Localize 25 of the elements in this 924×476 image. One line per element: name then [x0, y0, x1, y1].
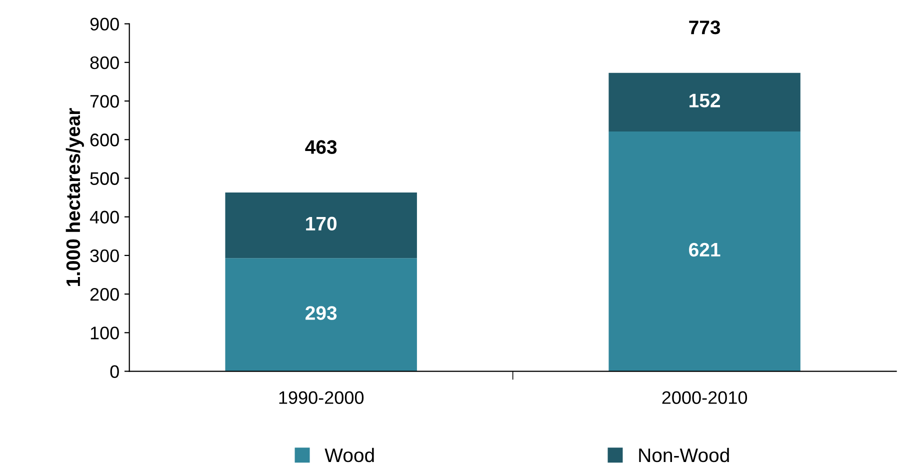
y-tick-label: 100 — [90, 326, 119, 340]
data-label: 293 — [306, 306, 337, 320]
legend-label: Wood — [324, 448, 374, 462]
bar — [225, 192, 417, 258]
bar — [608, 72, 800, 132]
x-tick-label: 1990-2000 — [279, 391, 364, 404]
bar — [225, 258, 417, 372]
y-tick-label: 300 — [90, 249, 119, 262]
y-tick-label: 900 — [90, 18, 119, 31]
y-tick-label: 500 — [90, 172, 119, 185]
x-tick-label: 2000-2010 — [662, 391, 748, 404]
y-tick-label: 400 — [90, 210, 119, 224]
data-label: 152 — [690, 94, 720, 108]
y-tick-label: 700 — [90, 94, 119, 108]
data-label: 621 — [689, 242, 720, 257]
y-tick-label: 800 — [90, 56, 119, 70]
y-axis-title: 1.000 hectares/year — [66, 108, 84, 286]
bar — [608, 132, 800, 372]
total-label: 463 — [305, 140, 337, 154]
legend-label: Non-Wood — [639, 448, 729, 462]
y-tick-label: 600 — [90, 134, 119, 146]
total-label: 773 — [689, 20, 720, 34]
data-label: 170 — [306, 216, 337, 231]
y-tick-label: 200 — [90, 288, 119, 301]
y-tick-label: 0 — [110, 365, 119, 378]
